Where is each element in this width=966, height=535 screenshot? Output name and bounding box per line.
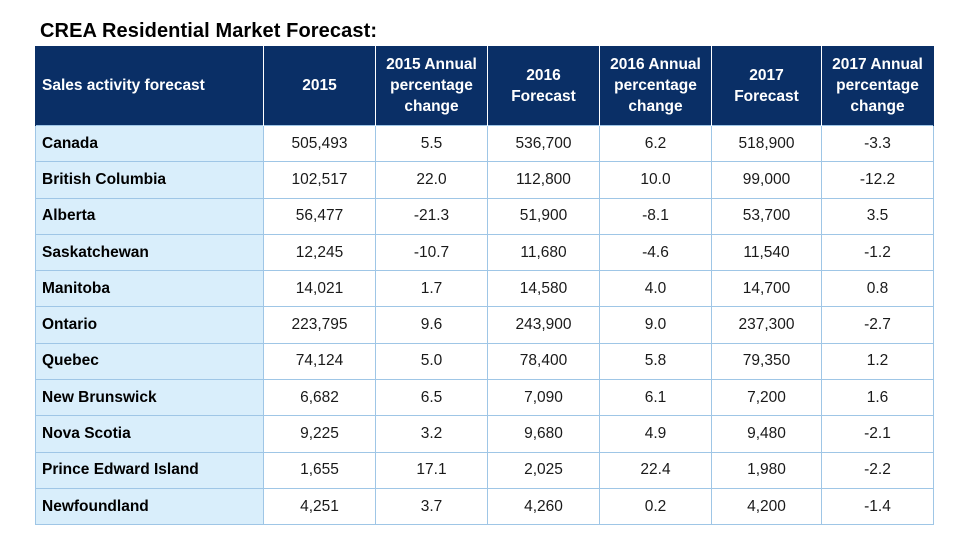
forecast-2017-cell: 79,350 — [711, 342, 822, 381]
change-2016-cell: 4.0 — [599, 270, 712, 308]
forecast-2017-cell: 1,980 — [711, 451, 822, 489]
table-row: Manitoba 14,021 1.7 14,580 4.0 14,700 0.… — [35, 270, 934, 308]
forecast-2016-cell: 7,090 — [487, 379, 600, 417]
forecast-2017-cell: 11,540 — [711, 233, 822, 272]
region-cell: Ontario — [35, 306, 264, 344]
forecast-2016-cell: 51,900 — [487, 197, 600, 235]
forecast-2017-cell: 237,300 — [711, 306, 822, 344]
change-2016-cell: 22.4 — [599, 451, 712, 489]
table-row: Ontario 223,795 9.6 243,900 9.0 237,300 … — [35, 306, 934, 344]
sales-2015-cell: 12,245 — [263, 233, 376, 272]
change-2017-cell: -12.2 — [821, 161, 934, 199]
forecast-2016-cell: 536,700 — [487, 124, 600, 163]
sales-2015-cell: 505,493 — [263, 124, 376, 163]
forecast-2017-cell: 99,000 — [711, 161, 822, 199]
forecast-2016-cell: 78,400 — [487, 342, 600, 381]
sales-2015-cell: 102,517 — [263, 161, 376, 199]
forecast-2017-cell: 518,900 — [711, 124, 822, 163]
sales-2015-cell: 74,124 — [263, 342, 376, 381]
table-row: Nova Scotia 9,225 3.2 9,680 4.9 9,480 -2… — [35, 415, 934, 453]
change-2015-cell: -21.3 — [375, 197, 488, 235]
sales-2015-cell: 1,655 — [263, 451, 376, 489]
change-2016-cell: 4.9 — [599, 415, 712, 453]
change-2017-cell: -1.4 — [821, 487, 934, 526]
change-2017-cell: -2.1 — [821, 415, 934, 453]
header-row: Sales activity forecast 2015 2015 Annual… — [35, 46, 934, 126]
column-header-2016-forecast: 2016 Forecast — [487, 46, 600, 126]
forecast-2017-cell: 4,200 — [711, 487, 822, 526]
forecast-2017-cell: 7,200 — [711, 379, 822, 417]
change-2015-cell: 5.0 — [375, 342, 488, 381]
sales-2015-cell: 56,477 — [263, 197, 376, 235]
forecast-2016-cell: 14,580 — [487, 270, 600, 308]
sales-2015-cell: 14,021 — [263, 270, 376, 308]
change-2015-cell: 9.6 — [375, 306, 488, 344]
change-2016-cell: 9.0 — [599, 306, 712, 344]
table-title: CREA Residential Market Forecast: — [40, 20, 378, 42]
change-2016-cell: 10.0 — [599, 161, 712, 199]
change-2015-cell: 3.7 — [375, 487, 488, 526]
column-header-2015: 2015 — [263, 46, 376, 126]
region-cell: Nova Scotia — [35, 415, 264, 453]
region-cell: Manitoba — [35, 270, 264, 308]
change-2015-cell: 3.2 — [375, 415, 488, 453]
table-row: Alberta 56,477 -21.3 51,900 -8.1 53,700 … — [35, 197, 934, 235]
column-header-2016-change: 2016 Annual percentage change — [599, 46, 712, 126]
region-cell: Newfoundland — [35, 487, 264, 526]
change-2017-cell: -2.2 — [821, 451, 934, 489]
change-2017-cell: -2.7 — [821, 306, 934, 344]
forecast-2017-cell: 14,700 — [711, 270, 822, 308]
forecast-2016-cell: 9,680 — [487, 415, 600, 453]
column-header-2017-forecast: 2017 Forecast — [711, 46, 822, 126]
region-cell: New Brunswick — [35, 379, 264, 417]
table-row: Saskatchewan 12,245 -10.7 11,680 -4.6 11… — [35, 233, 934, 272]
change-2016-cell: 5.8 — [599, 342, 712, 381]
forecast-2016-cell: 243,900 — [487, 306, 600, 344]
forecast-2016-cell: 11,680 — [487, 233, 600, 272]
change-2015-cell: -10.7 — [375, 233, 488, 272]
table-row: British Columbia 102,517 22.0 112,800 10… — [35, 161, 934, 199]
change-2017-cell: 1.2 — [821, 342, 934, 381]
change-2016-cell: -8.1 — [599, 197, 712, 235]
change-2015-cell: 22.0 — [375, 161, 488, 199]
column-header-2015-change: 2015 Annual percentage change — [375, 46, 488, 126]
forecast-table: Sales activity forecast 2015 2015 Annual… — [35, 46, 934, 526]
change-2017-cell: -3.3 — [821, 124, 934, 163]
change-2017-cell: 1.6 — [821, 379, 934, 417]
table-row: Quebec 74,124 5.0 78,400 5.8 79,350 1.2 — [35, 342, 934, 381]
region-cell: Saskatchewan — [35, 233, 264, 272]
change-2017-cell: 0.8 — [821, 270, 934, 308]
sales-2015-cell: 6,682 — [263, 379, 376, 417]
column-header-region: Sales activity forecast — [35, 46, 264, 126]
table-row: Prince Edward Island 1,655 17.1 2,025 22… — [35, 451, 934, 489]
table-row: New Brunswick 6,682 6.5 7,090 6.1 7,200 … — [35, 379, 934, 417]
change-2016-cell: -4.6 — [599, 233, 712, 272]
column-header-2017-change: 2017 Annual percentage change — [821, 46, 934, 126]
forecast-2017-cell: 9,480 — [711, 415, 822, 453]
change-2015-cell: 1.7 — [375, 270, 488, 308]
change-2016-cell: 6.1 — [599, 379, 712, 417]
change-2015-cell: 5.5 — [375, 124, 488, 163]
change-2016-cell: 6.2 — [599, 124, 712, 163]
table-row: Canada 505,493 5.5 536,700 6.2 518,900 -… — [35, 124, 934, 163]
sales-2015-cell: 223,795 — [263, 306, 376, 344]
table-row: Newfoundland 4,251 3.7 4,260 0.2 4,200 -… — [35, 487, 934, 526]
forecast-2016-cell: 2,025 — [487, 451, 600, 489]
forecast-2017-cell: 53,700 — [711, 197, 822, 235]
region-cell: Prince Edward Island — [35, 451, 264, 489]
change-2015-cell: 17.1 — [375, 451, 488, 489]
region-cell: Canada — [35, 124, 264, 163]
region-cell: Quebec — [35, 342, 264, 381]
sales-2015-cell: 4,251 — [263, 487, 376, 526]
forecast-2016-cell: 112,800 — [487, 161, 600, 199]
change-2017-cell: 3.5 — [821, 197, 934, 235]
change-2016-cell: 0.2 — [599, 487, 712, 526]
change-2017-cell: -1.2 — [821, 233, 934, 272]
region-cell: Alberta — [35, 197, 264, 235]
sales-2015-cell: 9,225 — [263, 415, 376, 453]
change-2015-cell: 6.5 — [375, 379, 488, 417]
forecast-2016-cell: 4,260 — [487, 487, 600, 526]
region-cell: British Columbia — [35, 161, 264, 199]
